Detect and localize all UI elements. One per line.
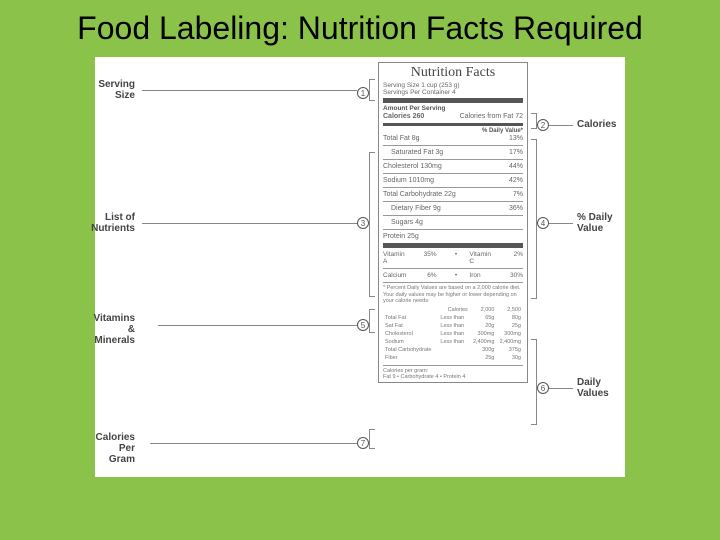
callout-num-1: 1 xyxy=(357,87,369,99)
servings-per-container: Servings Per Container 4 xyxy=(383,89,523,96)
nutrient-row: Sugars 4g xyxy=(383,218,523,227)
nutrient-row: Protein 25g xyxy=(383,232,523,241)
callout-num-2: 2 xyxy=(537,119,549,131)
nutrition-label-panel: Nutrition Facts Serving Size 1 cup (253 … xyxy=(378,62,528,383)
serving-size: Serving Size 1 cup (253 g) xyxy=(383,82,523,89)
callout-num-7: 7 xyxy=(357,437,369,449)
callout-calories: Calories xyxy=(577,119,616,130)
callout-num-6: 6 xyxy=(537,382,549,394)
footnote-table: Calories2,0002,500 Total FatLess than65g… xyxy=(383,305,523,363)
diagram-container: Nutrition Facts Serving Size 1 cup (253 … xyxy=(95,57,625,477)
amount-per-serving: Amount Per Serving xyxy=(383,105,523,112)
callout-num-5: 5 xyxy=(357,319,369,331)
nutrient-row: Dietary Fiber 9g36% xyxy=(383,204,523,213)
footnote-text: * Percent Daily Values are based on a 2,… xyxy=(383,285,523,305)
callout-list-nutrients: List ofNutrients xyxy=(91,212,135,234)
callout-vitamins: Vitamins &Minerals xyxy=(94,313,136,346)
nutrient-row: Total Fat 8g13% xyxy=(383,134,523,143)
nutrient-row: Saturated Fat 3g17% xyxy=(383,148,523,157)
callout-cal-per-gram: CaloriesPer Gram xyxy=(95,432,135,465)
calories-value: Calories 260 xyxy=(383,113,424,120)
callout-serving-size: ServingSize xyxy=(98,79,135,101)
page-title: Food Labeling: Nutrition Facts Required xyxy=(0,0,720,52)
vitamin-row: Calcium6%•Iron30% xyxy=(383,271,523,280)
callout-daily-value-pct: % DailyValue xyxy=(577,212,613,234)
nutrient-row: Sodium 1010mg42% xyxy=(383,176,523,185)
nutrient-row: Total Carbohydrate 22g7% xyxy=(383,190,523,199)
nutrient-row: Cholesterol 130mg44% xyxy=(383,162,523,171)
vitamin-row: Vitamin A35%•Vitamin C2% xyxy=(383,250,523,266)
calories-from-fat: Calories from Fat 72 xyxy=(460,113,523,120)
callout-num-3: 3 xyxy=(357,217,369,229)
callout-daily-values: DailyValues xyxy=(577,377,609,399)
panel-heading: Nutrition Facts xyxy=(383,65,523,81)
callout-num-4: 4 xyxy=(537,217,549,229)
cal-per-gram-values: Fat 9 • Carbohydrate 4 • Protein 4 xyxy=(383,374,523,380)
